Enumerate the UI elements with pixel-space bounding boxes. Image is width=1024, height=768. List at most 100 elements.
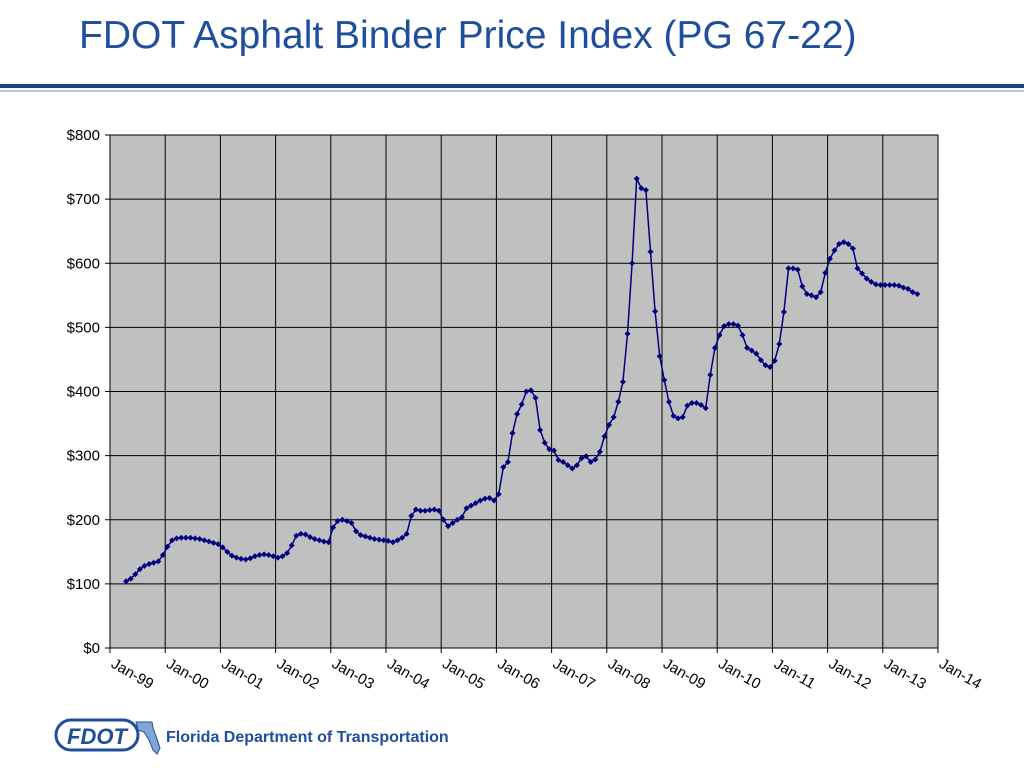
data-point <box>891 282 898 289</box>
data-point <box>914 291 921 298</box>
data-point <box>748 347 755 354</box>
y-tick-label: $700 <box>67 191 100 208</box>
data-point <box>836 241 843 248</box>
x-tick-label: Jan-01 <box>219 655 267 693</box>
data-point <box>762 362 769 369</box>
data-point <box>642 187 649 194</box>
x-tick-label: Jan-09 <box>660 655 708 693</box>
data-point <box>629 260 636 267</box>
data-point <box>431 506 438 513</box>
data-point <box>840 239 847 246</box>
data-point <box>136 566 143 573</box>
data-point <box>357 532 364 539</box>
data-point <box>394 537 401 544</box>
data-point <box>376 536 383 543</box>
data-point <box>665 398 672 405</box>
data-point <box>389 539 396 546</box>
data-point <box>224 548 231 555</box>
data-point <box>679 414 686 421</box>
data-point <box>721 323 728 330</box>
data-point <box>270 553 277 560</box>
data-point <box>412 506 419 513</box>
x-tick-label: Jan-12 <box>826 655 874 693</box>
data-point <box>279 553 286 560</box>
data-point <box>371 535 378 542</box>
data-point <box>196 535 203 542</box>
data-point <box>463 505 470 512</box>
data-point <box>132 571 139 578</box>
data-point <box>481 495 488 502</box>
data-point <box>619 378 626 385</box>
data-point <box>468 502 475 509</box>
y-tick-label: $100 <box>67 576 100 593</box>
y-tick-label: $0 <box>83 640 100 657</box>
data-point <box>817 289 824 296</box>
x-tick-label: Jan-05 <box>439 655 487 693</box>
data-point <box>527 387 534 394</box>
x-tick-label: Jan-14 <box>936 655 984 693</box>
data-point <box>265 552 272 559</box>
data-point <box>164 543 171 550</box>
data-point <box>578 455 585 462</box>
data-point <box>596 448 603 455</box>
data-point <box>362 533 369 540</box>
data-point <box>155 558 162 565</box>
data-point <box>849 245 856 252</box>
data-point <box>141 562 148 569</box>
data-point <box>872 281 879 288</box>
x-tick-label: Jan-02 <box>274 655 322 693</box>
x-tick-label: Jan-10 <box>715 655 763 693</box>
data-point <box>767 364 774 371</box>
data-point <box>652 308 659 315</box>
data-point <box>573 462 580 469</box>
data-point <box>656 353 663 360</box>
data-point <box>909 289 916 296</box>
data-point <box>146 560 153 567</box>
data-point <box>454 516 461 523</box>
data-point <box>320 538 327 545</box>
data-point <box>822 269 829 276</box>
data-point <box>698 401 705 408</box>
data-point <box>261 551 268 558</box>
data-point <box>509 430 516 437</box>
x-tick-label: Jan-07 <box>550 655 598 693</box>
data-point <box>895 282 902 289</box>
data-point <box>868 278 875 285</box>
data-point <box>127 575 134 582</box>
data-point <box>247 555 254 562</box>
data-point <box>882 282 889 289</box>
data-point <box>587 459 594 466</box>
data-point <box>564 462 571 469</box>
data-point <box>159 552 166 559</box>
footer-org-name: Florida Department of Transportation <box>166 729 449 746</box>
data-point <box>541 439 548 446</box>
data-point <box>693 400 700 407</box>
data-point <box>739 332 746 339</box>
data-point <box>569 465 576 472</box>
data-point <box>302 531 309 538</box>
data-point <box>491 497 498 504</box>
data-point <box>514 410 521 417</box>
data-point <box>417 507 424 514</box>
data-point <box>813 294 820 301</box>
data-point <box>210 539 217 546</box>
data-point <box>615 398 622 405</box>
data-point <box>886 282 893 289</box>
x-tick-label: Jan-08 <box>605 655 653 693</box>
data-point <box>178 534 185 541</box>
data-point <box>638 185 645 192</box>
data-point <box>182 534 189 541</box>
data-point <box>325 539 332 546</box>
data-point <box>776 341 783 348</box>
data-point <box>734 322 741 329</box>
data-point <box>785 265 792 272</box>
data-point <box>472 500 479 507</box>
data-point <box>477 497 484 504</box>
data-point <box>707 371 714 378</box>
data-point <box>624 330 631 337</box>
data-point <box>905 285 912 292</box>
data-point <box>380 537 387 544</box>
data-point <box>449 519 456 526</box>
data-point <box>532 394 539 401</box>
data-point <box>610 414 617 421</box>
